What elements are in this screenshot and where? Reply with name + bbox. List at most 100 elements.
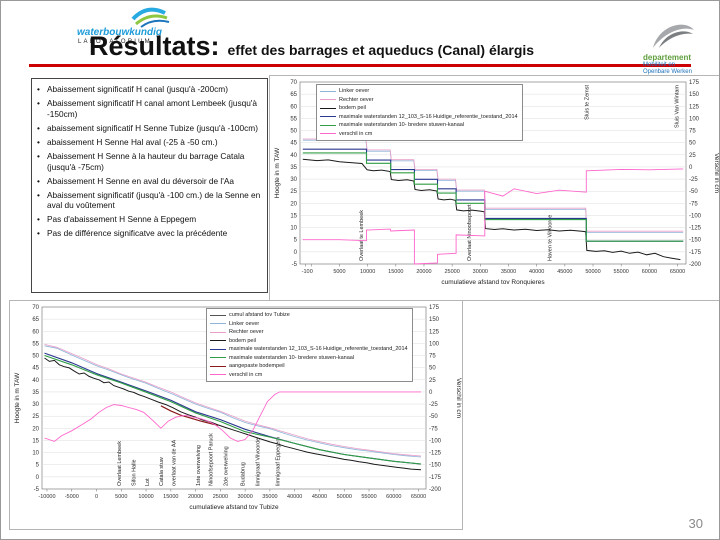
right-tick-label: -25 xyxy=(689,177,698,183)
x-tick-label: 15000 xyxy=(388,269,403,275)
legend-swatch xyxy=(210,365,226,367)
left-tick-label: 35 xyxy=(32,390,39,396)
legend-label: aangepaste bodempeil xyxy=(229,363,285,370)
x-tick-label: -10 xyxy=(302,269,310,275)
series-verschil-in-cm xyxy=(302,168,684,265)
bullet-item-6: Abaissement H Senne en aval du déversoir… xyxy=(35,176,264,187)
right-tick-label: 75 xyxy=(689,129,696,135)
right-tick-label: 50 xyxy=(689,141,696,147)
right-tick-label: -100 xyxy=(689,213,702,219)
right-tick-label: 125 xyxy=(689,104,700,110)
right-tick-label: 175 xyxy=(689,80,700,86)
right-axis-title: Verschil in cm xyxy=(455,378,462,418)
results-bullet-list: Abaissement significatif H canal (jusqu'… xyxy=(35,84,264,239)
x-tick-label: 25000 xyxy=(444,269,459,275)
left-tick-label: 5 xyxy=(36,463,40,469)
legend-swatch xyxy=(320,116,336,118)
legend-entry-maximale-waterstanden-10-bredere-stuwen-: maximale waterstanden 10- bredere stuwen… xyxy=(320,121,518,130)
x-tick-label: 0 xyxy=(310,269,313,275)
chart-annotation: Sifon Halle xyxy=(132,459,138,486)
x-tick-label: 40000 xyxy=(287,494,302,500)
right-tick-label: -200 xyxy=(689,262,702,268)
right-tick-label: 175 xyxy=(429,305,440,311)
left-tick-label: 0 xyxy=(36,475,40,481)
departement-logo-icon xyxy=(653,24,694,48)
left-axis-title: Hoogte in m TAW xyxy=(14,372,21,423)
x-axis-title: cumulatieve afstand tov Tubize xyxy=(189,504,279,511)
left-tick-label: 25 xyxy=(290,189,297,195)
chart-annotation: Ninoofsepoort Paruck xyxy=(208,433,214,486)
legend-label: maximale waterstanden 10- bredere stuwen… xyxy=(229,354,355,361)
slide-subtitle: effet des barrages et aqueducs (Canal) é… xyxy=(227,42,535,58)
legend-label: maximale waterstanden 10- bredere stuwen… xyxy=(339,122,465,129)
chart-annotation: limnigraaf Vilvoorde xyxy=(256,438,262,486)
series-maximale-waterstanden-10-bredere-stuwen- xyxy=(44,354,422,465)
right-tick-label: 150 xyxy=(429,317,440,323)
x-tick-label: 65000 xyxy=(411,494,426,500)
right-tick-label: 125 xyxy=(429,329,440,335)
right-tick-label: 0 xyxy=(689,165,693,171)
left-tick-label: 40 xyxy=(290,153,297,159)
bullet-item-4: abaissement H Senne Hal aval (-25 à -50 … xyxy=(35,137,264,148)
legend-label: cumul afstand tov Tubize xyxy=(229,312,290,318)
legend-label: Rechter oever xyxy=(339,96,374,103)
right-tick-label: -25 xyxy=(429,402,438,408)
bullet-item-7: Abaissement significatif (jusqu'à -100 c… xyxy=(35,190,264,212)
series-linker-oever xyxy=(44,345,422,458)
logo-left-name: waterbouwkundig xyxy=(77,27,162,38)
x-tick-label: 55000 xyxy=(614,269,629,275)
x-tick-label: 60000 xyxy=(642,269,657,275)
left-tick-label: 45 xyxy=(290,141,297,147)
x-tick-label: 65000 xyxy=(670,269,685,275)
departement-subline-1: Mobiliteit en xyxy=(643,62,676,68)
chart-annotation: Haven te Vilvoorde xyxy=(548,215,554,261)
series-aangepaste-bodempeil xyxy=(160,405,219,426)
legend-swatch xyxy=(210,314,226,316)
x-tick-label: 20000 xyxy=(188,494,203,500)
left-tick-label: 45 xyxy=(32,366,39,372)
right-tick-label: -200 xyxy=(429,487,442,493)
left-tick-label: 70 xyxy=(290,80,297,86)
right-tick-label: -175 xyxy=(689,250,702,256)
senne-chart-legend: cumul afstand tov Tubize Linker oever Rech… xyxy=(206,308,413,383)
x-tick-label: 20000 xyxy=(416,269,431,275)
x-tick-label: 25000 xyxy=(213,494,228,500)
legend-swatch xyxy=(210,340,226,342)
legend-label: Linker oever xyxy=(339,88,370,94)
x-tick-label: 50000 xyxy=(585,269,600,275)
right-tick-label: -150 xyxy=(689,238,702,244)
legend-entry-rechter-oever: Rechter oever xyxy=(210,328,408,337)
left-tick-label: 50 xyxy=(290,129,297,135)
left-tick-label: 65 xyxy=(32,317,39,323)
left-tick-label: 20 xyxy=(290,201,297,207)
left-tick-label: 15 xyxy=(290,213,297,219)
legend-entry-linker-oever: Linker oever xyxy=(210,320,408,329)
right-tick-label: -100 xyxy=(429,438,442,444)
right-tick-label: -50 xyxy=(429,414,438,420)
left-tick-label: 30 xyxy=(290,177,297,183)
right-tick-label: 25 xyxy=(429,378,436,384)
left-tick-label: 10 xyxy=(32,451,39,457)
left-tick-label: 20 xyxy=(32,426,39,432)
right-tick-label: -175 xyxy=(429,475,442,481)
chart-annotation: Lot xyxy=(145,478,151,486)
bullet-item-9: Pas de différence significatve avec la p… xyxy=(35,228,264,239)
right-tick-label: 0 xyxy=(429,390,433,396)
legend-swatch xyxy=(320,133,336,135)
legend-swatch xyxy=(320,99,336,101)
left-tick-label: 0 xyxy=(294,250,298,256)
canal-chart-legend: Linker oever Rechter oever bodem peil maxim… xyxy=(316,84,523,142)
legend-entry-maximale-waterstanden-12-103-s-16-huidig: maximale waterstanden 12_103_S-16 Huidig… xyxy=(320,113,518,122)
x-tick-label: -5000 xyxy=(65,494,79,500)
legend-label: bodem peil xyxy=(339,105,366,112)
slide-title: Résultats: xyxy=(89,31,220,61)
title-underline xyxy=(29,64,691,67)
x-axis-title: cumulatieve afstand tov Ronquieres xyxy=(441,279,545,286)
x-tick-label: 45000 xyxy=(312,494,327,500)
right-tick-label: -125 xyxy=(429,451,442,457)
chart-annotation: Budabrug xyxy=(241,462,247,486)
legend-label: Rechter oever xyxy=(229,329,264,336)
canal-chart: -5 0 5 10 15 20 25 30 35 40 45 50 55 60 65 70 -200 -175 -1… xyxy=(269,75,719,301)
right-tick-label: 100 xyxy=(429,341,440,347)
chart-annotation: Overlaat Ninoofsepoort xyxy=(467,204,473,261)
